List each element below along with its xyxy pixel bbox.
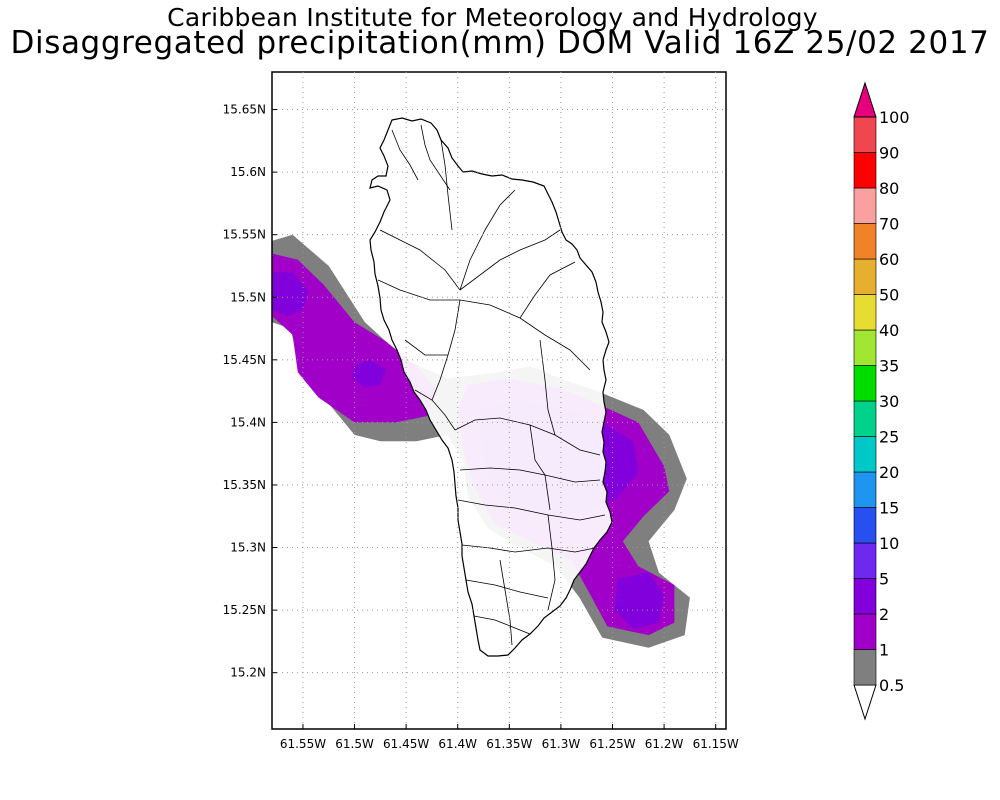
legend-label: 5: [879, 570, 889, 589]
legend-swatch-5: [853, 542, 877, 579]
legend-swatch-1: [853, 613, 877, 650]
legend-swatch-25: [853, 400, 877, 437]
lon-tick-label: 61.25W: [589, 737, 635, 751]
legend-swatch-80: [853, 152, 877, 189]
map-title: Caribbean Institute for Meteorology and …: [167, 3, 818, 32]
lat-tick-label: 15.25N: [223, 603, 266, 617]
legend-label: 90: [879, 144, 899, 163]
map-subtitle: Disaggregated precipitation(mm) DOM Vali…: [10, 25, 990, 61]
legend-swatch-15: [853, 471, 877, 508]
dominica-coastline: [369, 117, 613, 657]
legend-label: 20: [879, 463, 899, 482]
lon-tick-label: 61.15W: [693, 737, 739, 751]
legend-swatch-40: [853, 294, 877, 331]
lat-tick-label: 15.65N: [223, 103, 266, 117]
legend-swatch-35: [853, 329, 877, 366]
legend-label: 40: [879, 321, 899, 340]
legend-swatch-0.5: [853, 649, 877, 686]
legend-swatch-90: [853, 116, 877, 153]
legend-label: 1: [879, 641, 889, 660]
graticule: [272, 72, 726, 729]
legend-low-end-triangle: [853, 684, 877, 721]
legend-label: 35: [879, 357, 899, 376]
legend-label: 10: [879, 534, 899, 553]
lon-tick-label: 61.55W: [280, 737, 326, 751]
legend-label: 15: [879, 499, 899, 518]
legend-high-end-triangle: [853, 81, 877, 118]
legend-label: 50: [879, 286, 899, 305]
legend-swatch-10: [853, 507, 877, 544]
lat-tick-label: 15.5N: [230, 290, 266, 304]
map-frame: [271, 71, 727, 730]
lon-tick-label: 61.35W: [486, 737, 532, 751]
legend-label: 2: [879, 605, 889, 624]
legend-label: 80: [879, 179, 899, 198]
legend-label: 60: [879, 250, 899, 269]
legend-label: 0.5: [879, 676, 904, 695]
lat-tick-label: 15.35N: [223, 478, 266, 492]
legend-swatch-2: [853, 578, 877, 615]
contour-region-2-5-1: [352, 359, 386, 388]
legend-swatch-20: [853, 436, 877, 473]
legend-label: 30: [879, 392, 899, 411]
legend-swatch-30: [853, 365, 877, 402]
legend-label: 70: [879, 215, 899, 234]
contour-region-2-5-0: [272, 272, 309, 316]
lon-tick-label: 61.5W: [335, 737, 374, 751]
lat-tick-label: 15.4N: [230, 415, 266, 429]
lon-tick-label: 61.3W: [542, 737, 581, 751]
lat-tick-label: 15.45N: [223, 353, 266, 367]
lat-tick-label: 15.3N: [230, 541, 266, 555]
lon-tick-label: 61.45W: [383, 737, 429, 751]
legend-swatch-60: [853, 223, 877, 260]
legend-swatch-50: [853, 258, 877, 295]
contour-region-2-5-3: [614, 572, 665, 629]
legend-swatch-70: [853, 187, 877, 224]
legend-label: 25: [879, 428, 899, 447]
lat-tick-label: 15.6N: [230, 165, 266, 179]
legend-label: 100: [879, 108, 910, 127]
lon-tick-label: 61.2W: [645, 737, 684, 751]
lat-tick-label: 15.55N: [223, 228, 266, 242]
lat-tick-label: 15.2N: [230, 666, 266, 680]
map-axes: 15.65N 15.6N 15.55N 15.5N 15.45N 15.4N 15.35N 1…: [223, 103, 739, 751]
lon-tick-label: 61.4W: [438, 737, 477, 751]
